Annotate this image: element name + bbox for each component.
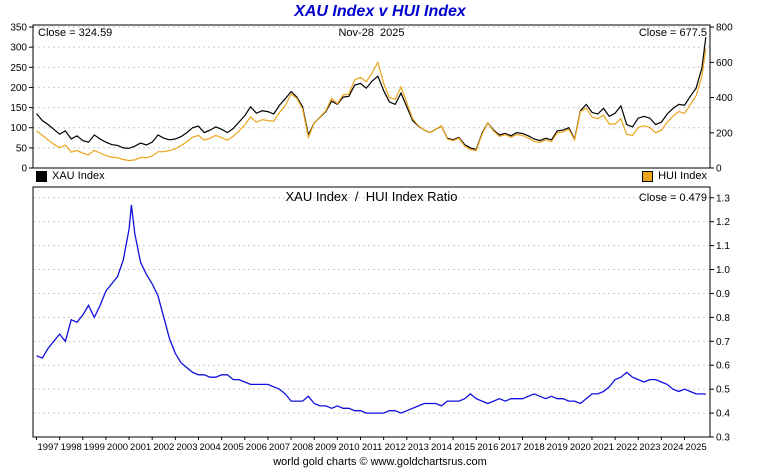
svg-text:2003: 2003 (176, 442, 197, 453)
chart-date: Nov-28 2025 (338, 27, 405, 39)
svg-text:2007: 2007 (269, 442, 290, 453)
chart-title: XAU Index v HUI Index (294, 3, 466, 20)
svg-text:2024: 2024 (662, 442, 683, 453)
svg-text:2011: 2011 (362, 442, 382, 453)
svg-text:0.9: 0.9 (716, 289, 730, 300)
svg-text:0.6: 0.6 (716, 361, 730, 372)
svg-text:100: 100 (10, 123, 27, 134)
svg-text:1.0: 1.0 (716, 265, 730, 276)
svg-text:300: 300 (10, 43, 27, 54)
svg-text:2000: 2000 (107, 442, 128, 453)
svg-text:0.5: 0.5 (716, 385, 730, 396)
svg-text:2008: 2008 (292, 442, 313, 453)
xau-legend-swatch (36, 170, 47, 182)
svg-text:1.2: 1.2 (716, 217, 730, 228)
copyright-footer: world gold charts © www.goldchartsrus.co… (273, 456, 487, 468)
svg-text:2017: 2017 (500, 442, 521, 453)
svg-text:250: 250 (10, 63, 27, 74)
svg-text:200: 200 (716, 128, 733, 139)
hui-close-value: Close = 677.5 (638, 27, 707, 39)
svg-text:2015: 2015 (454, 442, 475, 453)
svg-text:1.1: 1.1 (716, 241, 730, 252)
svg-text:2020: 2020 (570, 442, 591, 453)
svg-text:0.3: 0.3 (716, 433, 730, 444)
svg-text:2006: 2006 (246, 442, 267, 453)
legend-xau: XAU Index (36, 170, 105, 182)
svg-text:350: 350 (10, 23, 27, 34)
svg-text:2013: 2013 (408, 442, 429, 453)
svg-text:2014: 2014 (431, 442, 452, 453)
svg-text:1998: 1998 (61, 442, 82, 453)
svg-text:0: 0 (21, 164, 27, 175)
svg-text:2016: 2016 (477, 442, 498, 453)
svg-text:2009: 2009 (315, 442, 336, 453)
svg-text:600: 600 (716, 58, 733, 69)
svg-text:2018: 2018 (524, 442, 545, 453)
svg-text:400: 400 (716, 93, 733, 104)
svg-text:1997: 1997 (37, 442, 58, 453)
svg-text:0.7: 0.7 (716, 337, 730, 348)
svg-text:2021: 2021 (593, 442, 614, 453)
svg-text:2010: 2010 (338, 442, 359, 453)
ratio-close-value: Close = 0.479 (638, 192, 707, 204)
ratio-panel-title: XAU Index / HUI Index Ratio (285, 189, 458, 204)
svg-text:2005: 2005 (223, 442, 244, 453)
svg-text:0: 0 (716, 164, 722, 175)
svg-text:50: 50 (16, 143, 28, 154)
hui-legend-swatch (642, 170, 654, 182)
svg-text:2019: 2019 (547, 442, 568, 453)
svg-text:2022: 2022 (616, 442, 637, 453)
svg-text:150: 150 (10, 103, 27, 114)
svg-text:200: 200 (10, 83, 27, 94)
svg-text:2004: 2004 (199, 442, 220, 453)
xau-legend-label: XAU Index (52, 170, 105, 182)
svg-text:1999: 1999 (84, 442, 105, 453)
svg-text:0.4: 0.4 (716, 409, 730, 420)
svg-text:2001: 2001 (130, 442, 151, 453)
svg-text:2023: 2023 (639, 442, 660, 453)
svg-text:800: 800 (716, 23, 733, 34)
svg-text:2012: 2012 (385, 442, 406, 453)
svg-text:2002: 2002 (153, 442, 174, 453)
hui-legend-label: HUI Index (658, 170, 707, 182)
legend-hui: HUI Index (642, 170, 707, 182)
xau-close-value: Close = 324.59 (38, 27, 113, 39)
svg-text:1.3: 1.3 (716, 193, 730, 204)
svg-text:0.8: 0.8 (716, 313, 730, 324)
svg-text:2025: 2025 (686, 442, 707, 453)
